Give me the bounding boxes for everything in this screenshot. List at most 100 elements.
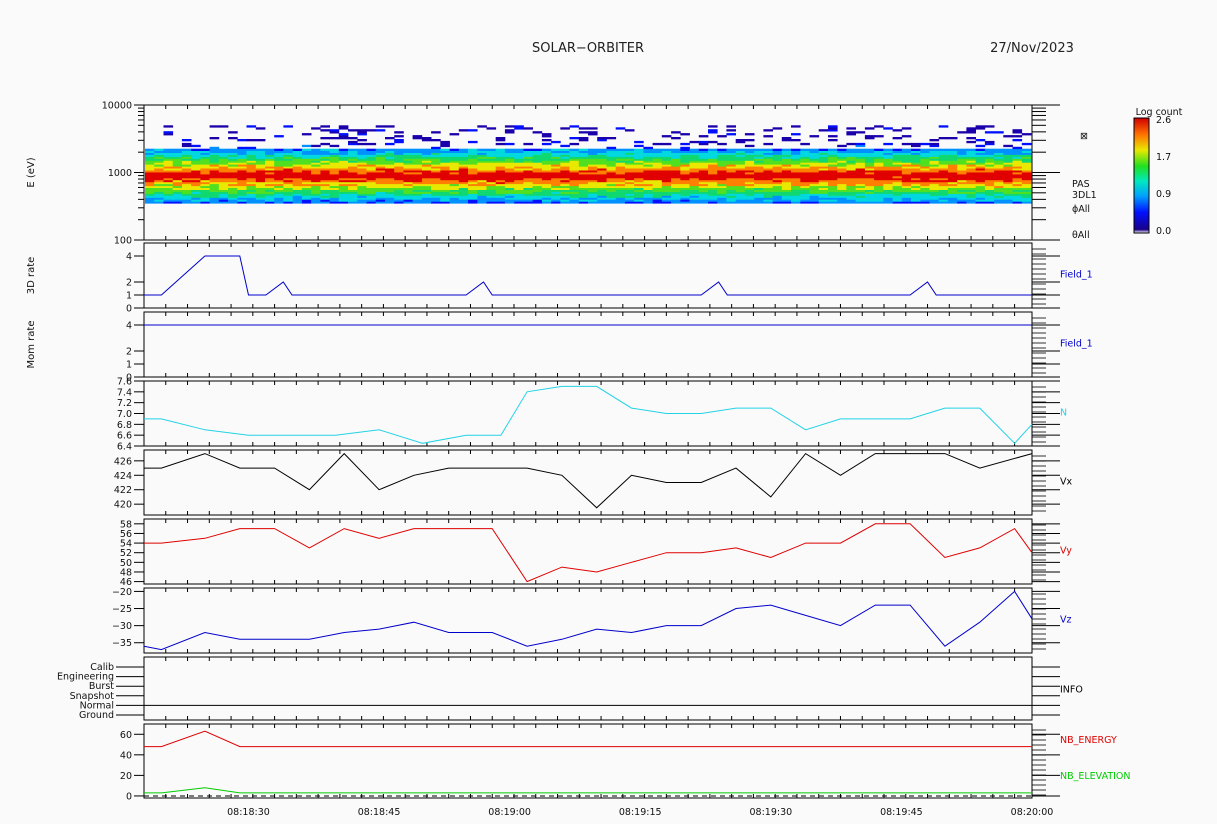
spectrogram-bin <box>624 201 635 204</box>
spectrogram-bin <box>800 176 810 179</box>
spectrogram-bin <box>357 166 367 169</box>
spectrogram-bin <box>920 156 930 159</box>
spectrogram-bin <box>145 160 155 163</box>
spectrogram-bin <box>744 189 755 192</box>
spectrogram-bin <box>689 152 700 155</box>
y-axis-label: Mom rate <box>26 321 37 369</box>
spectrogram-bin <box>652 193 663 196</box>
spectrogram-bin <box>301 170 312 173</box>
spectrogram-bin <box>588 183 598 187</box>
spectrogram-bin <box>680 160 690 163</box>
spectrogram-bin <box>486 177 497 181</box>
spectrogram-bin <box>837 158 847 161</box>
spectrogram-bin <box>311 181 321 185</box>
spectrogram-bin <box>357 162 367 165</box>
spectrogram-bin <box>680 162 690 165</box>
spectrogram-bin <box>541 162 552 165</box>
spectrogram-bin <box>680 168 690 171</box>
spectrogram-bin <box>449 195 460 198</box>
spectrogram-bin <box>403 181 413 185</box>
spectrogram-bin <box>449 152 460 155</box>
spectrogram-bin <box>892 201 903 204</box>
spectrogram-bin <box>689 189 700 192</box>
spectrogram-bin <box>329 201 340 204</box>
spectrogram-bin <box>597 160 607 163</box>
spectrogram-bin <box>200 154 210 157</box>
spectrogram-bin <box>744 168 755 171</box>
spectrogram-bin <box>145 181 155 185</box>
spectrogram-bin <box>449 174 460 177</box>
spectrogram-bin <box>874 176 884 179</box>
spectrogram-bin <box>357 133 367 136</box>
spectrogram-bin <box>717 183 727 187</box>
spectrogram-bin <box>329 197 340 200</box>
spectrogram-bin <box>394 164 404 167</box>
spectrogram-bin <box>468 166 478 169</box>
spectrogram-bin <box>901 127 912 130</box>
spectrogram-bin <box>689 160 700 163</box>
panel-frame <box>143 311 1033 378</box>
spectrogram-bin <box>154 199 164 202</box>
spectrogram-bin <box>708 185 718 188</box>
spectrogram-bin <box>1012 146 1023 150</box>
spectrogram-bin <box>947 181 958 185</box>
spectrogram-bin <box>301 193 312 196</box>
spectrogram-bin <box>283 183 293 187</box>
spectrogram-bin <box>911 142 921 146</box>
spectrogram-bin <box>228 170 238 173</box>
spectrogram-bin <box>329 158 340 161</box>
spectrogram-bin <box>237 179 247 183</box>
spectrogram-bin <box>458 191 469 194</box>
spectrogram-bin <box>403 150 413 153</box>
spectrogram-bin <box>717 170 727 173</box>
spectrogram-bin <box>818 195 829 198</box>
spectrogram-bin <box>901 172 912 175</box>
spectrogram-bin <box>394 154 404 157</box>
spectrogram-bin <box>615 187 626 190</box>
spectrogram-bin <box>901 174 912 177</box>
spectrogram-bin <box>228 172 238 175</box>
spectrogram-bin <box>929 156 940 159</box>
spectrogram-bin <box>348 201 358 204</box>
spectrogram-bin <box>329 152 340 155</box>
spectrogram-bin <box>1003 172 1013 175</box>
spectrogram-bin <box>846 199 856 202</box>
spectrogram-bin <box>468 152 478 155</box>
spectrogram-bin <box>883 189 893 192</box>
spectrogram-bin <box>228 160 238 163</box>
spectrogram-bin <box>486 176 497 179</box>
spectrogram-bin <box>606 185 617 188</box>
spectrogram-bin <box>726 189 736 192</box>
spectrogram-bin <box>514 179 524 183</box>
spectrogram-bin <box>763 199 773 202</box>
spectrogram-bin <box>191 183 201 187</box>
spectrogram-bin <box>394 170 404 173</box>
spectrogram-bin <box>145 150 155 153</box>
spectrogram-bin <box>828 199 838 202</box>
spectrogram-bin <box>864 150 875 153</box>
spectrogram-bin <box>994 162 1004 165</box>
spectrogram-bin <box>800 187 810 190</box>
spectrogram-bin <box>237 160 247 163</box>
spectrogram-bin <box>366 183 377 187</box>
spectrogram-bin <box>375 181 386 185</box>
spectrogram-bin <box>597 177 607 181</box>
spectrogram-bin <box>412 137 423 140</box>
spectrogram-bin <box>311 191 321 194</box>
spectrogram-bin <box>375 156 386 159</box>
spectrogram-bin <box>385 142 395 146</box>
spectrogram-bin <box>495 158 506 161</box>
spectrogram-bin <box>920 199 930 202</box>
spectrogram-bin <box>431 197 441 200</box>
spectrogram-bin <box>791 156 801 159</box>
spectrogram-bin <box>274 166 284 169</box>
spectrogram-bin <box>311 174 321 177</box>
spectrogram-bin <box>708 160 718 163</box>
spectrogram-bin <box>578 166 589 169</box>
spectrogram-bin <box>717 201 727 204</box>
spectrogram-bin <box>671 189 681 192</box>
spectrogram-bin <box>440 177 450 181</box>
spectrogram-bin <box>744 172 755 175</box>
spectrogram-bin <box>689 193 700 196</box>
spectrogram-bin <box>495 195 506 198</box>
